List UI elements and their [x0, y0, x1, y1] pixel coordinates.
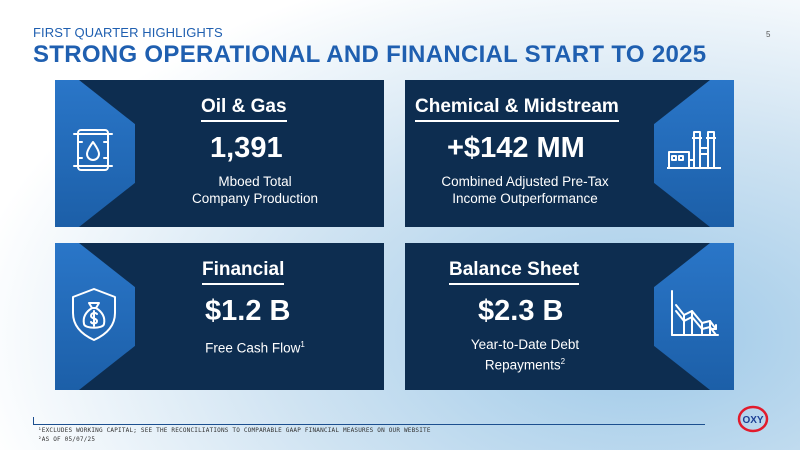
- subtitle-line-1: Combined Adjusted Pre-Tax: [441, 174, 609, 189]
- card-heading: Chemical & Midstream: [415, 96, 619, 122]
- subtitle-text: Free Cash Flow: [205, 340, 301, 356]
- footnote-1: ¹EXCLUDES WORKING CAPITAL; SEE THE RECON…: [38, 427, 431, 434]
- declining-chart-icon: [666, 285, 724, 343]
- oil-barrel-icon: [65, 122, 123, 180]
- oil-gas-card: Oil & Gas 1,391 Mboed Total Company Prod…: [55, 80, 384, 227]
- card-value: $2.3 B: [478, 295, 564, 327]
- subtitle-line-2: Company Production: [191, 191, 319, 206]
- subtitle-line-1: Year-to-Date Debt: [470, 337, 580, 352]
- money-bag-shield-icon: [65, 285, 123, 343]
- logo-text: OXY: [742, 415, 763, 426]
- card-subtitle: Free Cash Flow1: [180, 336, 330, 357]
- footnote-marker: 2: [560, 357, 566, 366]
- footnote-2: ²AS OF 05/07/25: [38, 436, 96, 443]
- card-heading: Financial: [202, 259, 285, 285]
- balance-sheet-card: Balance Sheet $2.3 B Year-to-Date Debt R…: [405, 243, 734, 390]
- subtitle-line-2: Repayments2: [450, 353, 600, 374]
- footer-divider: [33, 424, 705, 425]
- financial-card: Financial $1.2 B Free Cash Flow1: [55, 243, 384, 390]
- slide-kicker: FIRST QUARTER HIGHLIGHTS: [33, 25, 223, 40]
- card-subtitle: Year-to-Date Debt Repayments2: [450, 336, 600, 374]
- card-value: 1,391: [210, 132, 283, 164]
- chemical-plant-icon: [666, 122, 724, 180]
- card-value: +$142 MM: [447, 132, 585, 164]
- subtitle-line-2: Income Outperformance: [452, 191, 598, 206]
- chemical-midstream-card: Chemical & Midstream +$142 MM Combined A…: [405, 80, 734, 227]
- card-heading: Balance Sheet: [449, 259, 579, 285]
- subtitle-line-1: Mboed Total: [218, 174, 292, 189]
- subtitle-line-1: Free Cash Flow1: [180, 336, 330, 357]
- slide-title: STRONG OPERATIONAL AND FINANCIAL START T…: [33, 41, 707, 68]
- subtitle-text: Repayments: [484, 357, 561, 373]
- card-heading: Oil & Gas: [201, 96, 287, 122]
- card-subtitle: Combined Adjusted Pre-Tax Income Outperf…: [420, 173, 630, 207]
- oxy-logo: OXY: [733, 404, 773, 434]
- page-number: 5: [766, 30, 771, 39]
- card-subtitle: Mboed Total Company Production: [180, 173, 330, 207]
- footer-tick: [33, 417, 34, 425]
- card-value: $1.2 B: [205, 295, 291, 327]
- footnote-marker: 1: [300, 340, 305, 349]
